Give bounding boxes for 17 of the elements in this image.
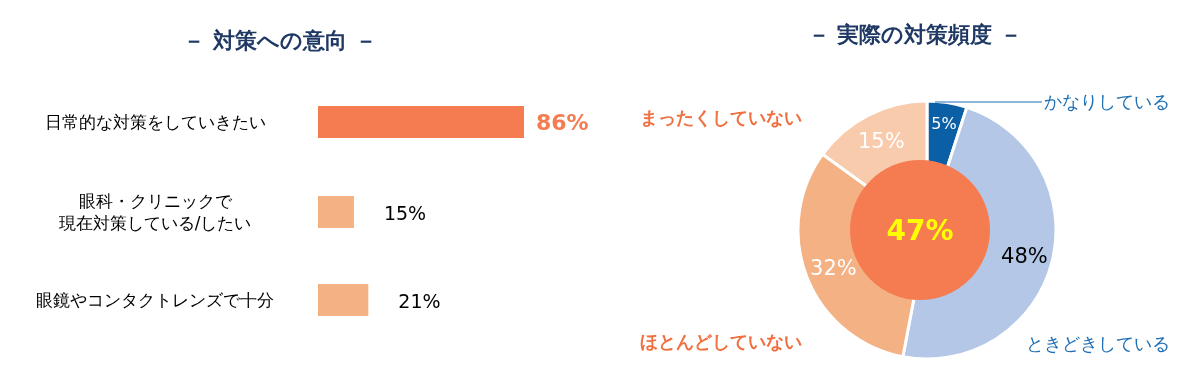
data-label: 21% xyxy=(398,290,441,312)
slice-label: かなりしている xyxy=(1044,91,1170,112)
slice-label: まったくしていない xyxy=(640,107,802,128)
chart-title: － 対策への意向 － xyxy=(183,28,377,53)
data-label: 5% xyxy=(931,113,957,133)
data-label: 32% xyxy=(810,256,857,281)
slice-label: ほとんどしていない xyxy=(640,331,802,352)
data-label: 15% xyxy=(383,202,427,224)
y-tick-label: 眼鏡やコンタクトレンズで十分 xyxy=(36,290,274,310)
data-label: 86% xyxy=(536,110,589,135)
slice-label: ときどきしている xyxy=(1026,333,1170,354)
y-tick-label: 日常的な対策をしていきたい xyxy=(44,112,266,132)
text: 47% xyxy=(886,214,954,247)
data-label: 48% xyxy=(1001,244,1048,269)
data-label: 15% xyxy=(857,129,905,154)
y-tick-label: 眼科・クリニックで現在対策している/したい xyxy=(58,191,252,233)
chart-title: － 実際の対策頻度 － xyxy=(807,22,1023,47)
